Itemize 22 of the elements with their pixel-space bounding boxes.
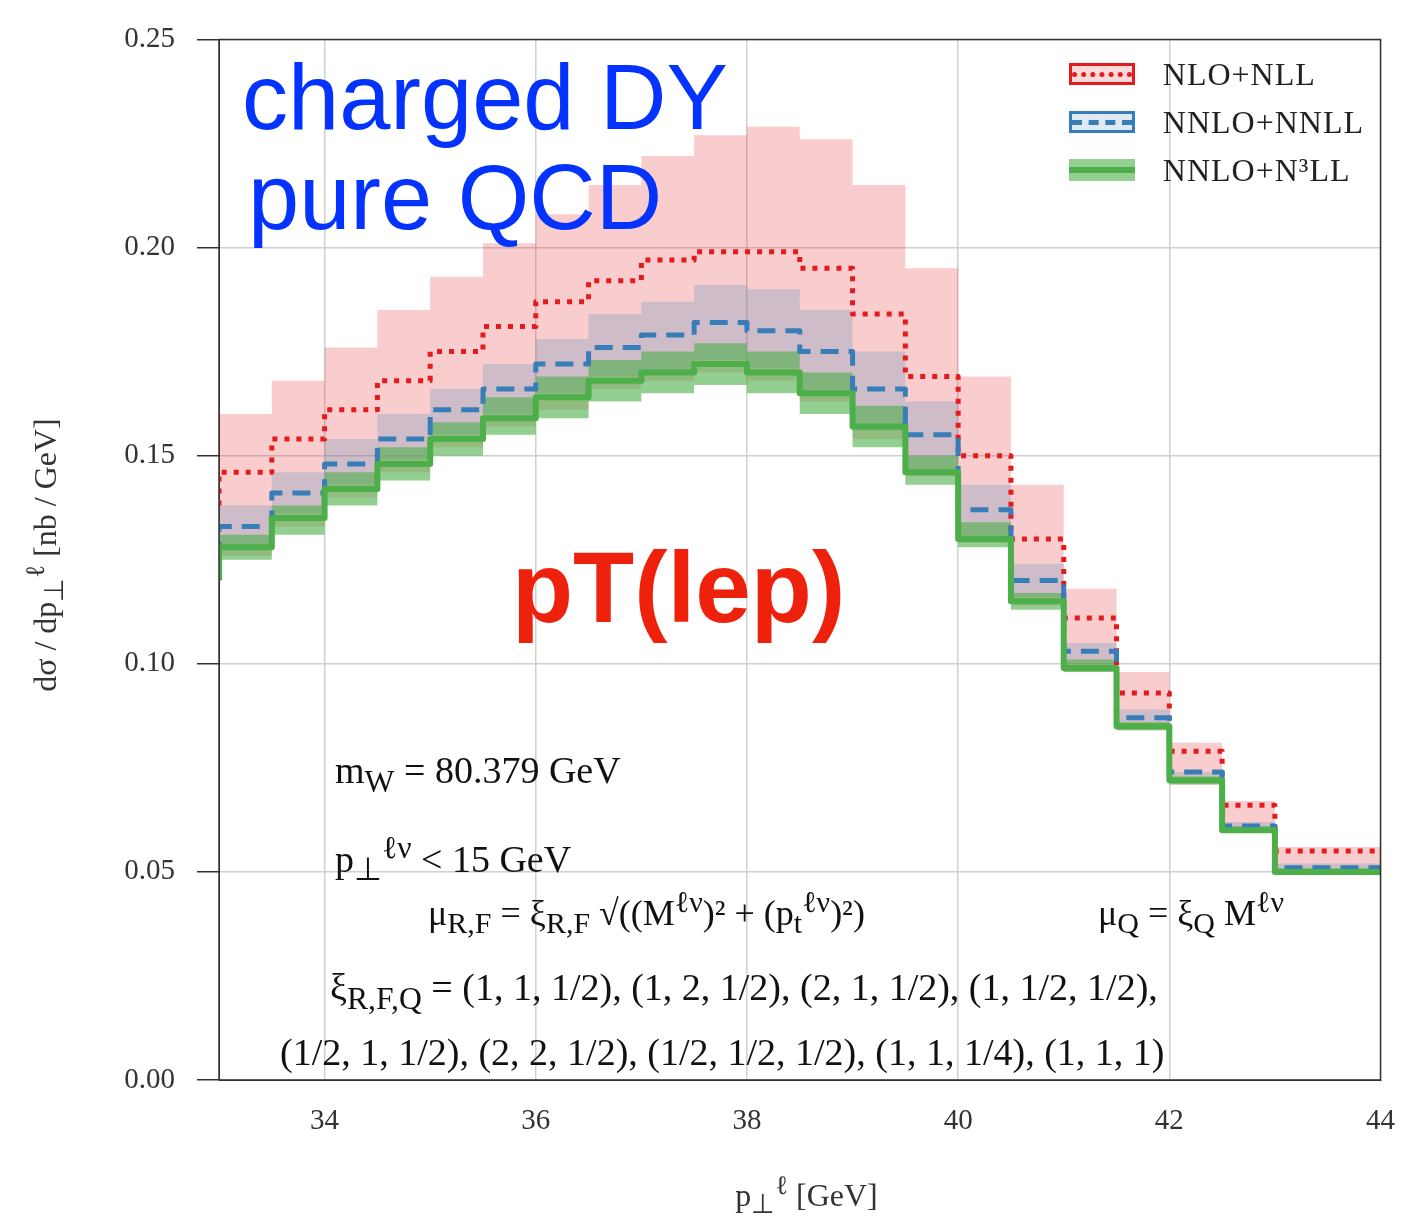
x-tick-label: 36: [521, 1103, 551, 1136]
annotation: (1/2, 1, 1/2), (2, 2, 1/2), (1/2, 1/2, 1/2), (1, 1, 1/4), (1, 1, 1): [280, 1030, 1165, 1074]
annotation: pT(lep): [512, 530, 846, 645]
annotation: ξ$_{R,F,Q}$ = (1, 1, 1/2), (1, 2, 1/2), (2, 1, 1/2), (1, 1/2, 1/2),: [330, 965, 1158, 1017]
y-tick-label: 0.05: [124, 853, 175, 886]
y-tick-label: 0.25: [124, 21, 175, 54]
y-tick-label: 0.15: [124, 437, 175, 470]
x-axis-title: p$_{⊥}$$^{ℓ}$ [GeV]: [734, 1170, 879, 1221]
legend-label: NNLO+NNLL: [1162, 103, 1364, 141]
annotation: charged DY: [242, 45, 728, 150]
x-tick-label: 42: [1154, 1103, 1184, 1136]
legend-label: NLO+NLL: [1162, 55, 1316, 93]
x-tick-label: 40: [943, 1103, 973, 1136]
y-tick-label: 0.20: [124, 229, 175, 262]
x-tick-label: 38: [732, 1103, 762, 1136]
y-tick-label: 0.00: [124, 1061, 175, 1094]
annotation: μ$_{Q}$ = ξ$_{Q}$ M$^{ℓν}$: [1098, 885, 1284, 941]
y-tick-label: 0.10: [124, 645, 175, 678]
legend-label: NNLO+N³LL: [1162, 151, 1351, 189]
annotation: m$_{W}$ = 80.379 GeV: [335, 748, 621, 800]
x-tick-label: 34: [310, 1103, 340, 1136]
x-tick-label: 44: [1366, 1103, 1396, 1136]
